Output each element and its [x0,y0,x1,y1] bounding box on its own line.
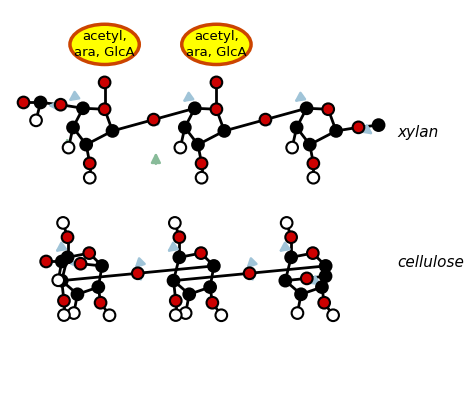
Circle shape [207,297,218,308]
Circle shape [219,125,230,137]
Circle shape [301,273,312,284]
Circle shape [204,281,216,293]
Circle shape [104,310,115,321]
Circle shape [280,275,291,286]
Circle shape [132,267,144,279]
Circle shape [260,114,271,125]
Circle shape [353,122,365,133]
Text: acetyl,
ara, GlcA: acetyl, ara, GlcA [74,30,135,59]
Circle shape [301,103,312,114]
Circle shape [58,295,70,306]
Circle shape [189,103,201,114]
Circle shape [285,251,297,263]
Circle shape [281,217,292,229]
Circle shape [208,260,219,272]
Circle shape [75,258,86,270]
Circle shape [286,142,298,153]
Circle shape [244,267,255,279]
Circle shape [330,125,342,137]
Circle shape [107,125,118,137]
Circle shape [67,122,79,133]
Circle shape [95,297,106,308]
Text: acetyl,
ara, GlcA: acetyl, ara, GlcA [186,30,247,59]
Circle shape [179,122,191,133]
Circle shape [320,271,331,282]
Circle shape [96,260,108,272]
Circle shape [196,158,208,169]
Circle shape [180,307,191,319]
Ellipse shape [182,24,251,65]
Circle shape [304,139,316,150]
Circle shape [308,172,319,184]
Circle shape [57,217,69,229]
Circle shape [183,288,195,300]
Text: xylan: xylan [397,125,438,140]
Circle shape [35,97,46,108]
Circle shape [174,142,186,153]
Circle shape [77,103,89,114]
Circle shape [55,99,66,111]
Circle shape [195,247,207,259]
Circle shape [285,231,297,243]
Circle shape [56,256,68,267]
Circle shape [196,172,208,184]
Circle shape [170,295,182,306]
Circle shape [92,281,104,293]
Circle shape [328,310,339,321]
Circle shape [63,142,74,153]
Circle shape [18,97,29,108]
Circle shape [81,139,92,150]
Circle shape [58,309,70,321]
Circle shape [99,103,110,115]
Circle shape [210,103,222,115]
Ellipse shape [70,24,139,65]
Circle shape [30,115,42,126]
Circle shape [56,275,67,286]
Circle shape [168,275,179,286]
Circle shape [62,251,73,263]
Circle shape [170,309,182,321]
Circle shape [68,307,80,319]
Circle shape [316,281,328,293]
Circle shape [322,103,334,115]
Circle shape [84,158,96,169]
Circle shape [148,114,159,125]
Circle shape [291,122,302,133]
Circle shape [169,217,181,229]
Circle shape [53,275,64,286]
Circle shape [40,256,52,267]
Text: cellulose: cellulose [397,255,464,270]
Circle shape [192,139,204,150]
Circle shape [84,172,96,184]
Circle shape [320,260,331,272]
Circle shape [292,307,303,319]
Circle shape [295,288,307,300]
Circle shape [173,251,185,263]
Circle shape [83,247,95,259]
Circle shape [210,77,222,88]
Circle shape [308,158,319,169]
Circle shape [173,231,185,243]
Circle shape [319,297,330,308]
Circle shape [72,288,83,300]
Circle shape [99,77,110,88]
Circle shape [216,310,227,321]
Circle shape [373,119,384,131]
Circle shape [307,247,319,259]
Circle shape [62,231,73,243]
